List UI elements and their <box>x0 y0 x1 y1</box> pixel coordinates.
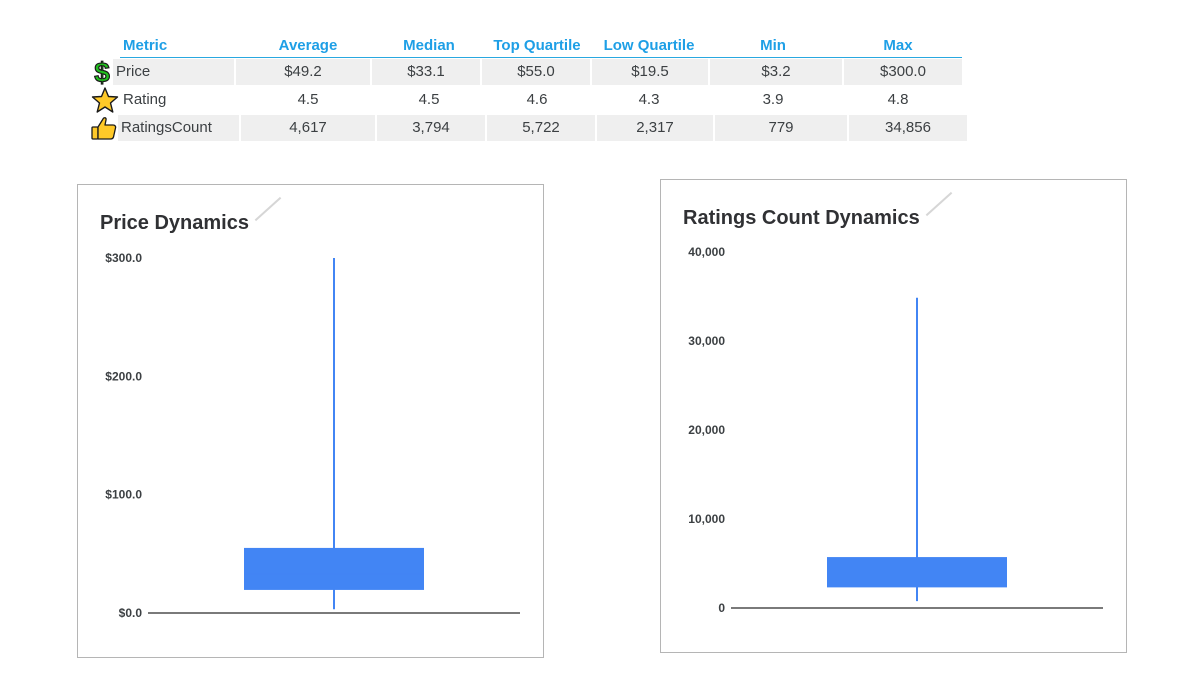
y-tick-label: 30,000 <box>688 334 725 348</box>
metric-name: RatingsCount <box>118 115 239 141</box>
y-tick-label: $200.0 <box>105 369 142 383</box>
chart-title: Ratings Count Dynamics <box>683 191 953 230</box>
table-cell: 4.3 <box>638 91 660 108</box>
table-cell: 3,794 <box>375 115 485 141</box>
star-icon <box>90 86 120 114</box>
dollar-icon: $ <box>90 58 113 86</box>
table-cell: $19.5 <box>590 59 708 85</box>
y-tick-label: 10,000 <box>688 512 725 526</box>
table-cell: $55.0 <box>480 59 590 85</box>
table-cell: 2,317 <box>595 115 713 141</box>
chart-title: Price Dynamics <box>100 196 282 235</box>
table-row: $ Price $49.2 $33.1 $55.0 $19.5 $3.2 $30… <box>90 58 962 86</box>
y-tick-label: 20,000 <box>688 423 725 437</box>
table-cell: 779 <box>713 115 847 141</box>
table-row: RatingsCount 4,617 3,794 5,722 2,317 779… <box>90 114 967 142</box>
y-tick-label: $100.0 <box>105 488 142 502</box>
header-top-quartile: Top Quartile <box>493 36 581 54</box>
y-tick-label: 0 <box>718 601 725 615</box>
quartile-box <box>244 547 424 590</box>
svg-text:$: $ <box>94 58 110 86</box>
table-row: Rating 4.5 4.5 4.6 4.3 3.9 4.8 <box>90 86 962 114</box>
table-cell: $300.0 <box>842 59 962 85</box>
chart-title-text: Ratings Count Dynamics <box>683 207 920 229</box>
table-cell: $3.2 <box>708 59 842 85</box>
price-box-plot: $0.0 $100.0 $200.0 $300.0 <box>105 251 520 620</box>
table-cell: $33.1 <box>370 59 480 85</box>
y-tick-label: 40,000 <box>688 245 725 259</box>
metric-name: Price <box>113 59 234 85</box>
table-cell: 4.6 <box>526 91 548 108</box>
chart-title-text: Price Dynamics <box>100 212 249 234</box>
header-median: Median <box>403 36 455 54</box>
metrics-table: Metric Average Median Top Quartile Low Q… <box>90 33 967 142</box>
y-tick-label: $0.0 <box>119 606 143 620</box>
header-average: Average <box>278 36 338 54</box>
table-cell: 5,722 <box>485 115 595 141</box>
table-header-row: Metric Average Median Top Quartile Low Q… <box>120 33 962 58</box>
table-cell: 4.8 <box>887 91 909 108</box>
table-cell: 4.5 <box>297 91 319 108</box>
header-min: Min <box>760 36 786 54</box>
table-cell: 34,856 <box>847 115 967 141</box>
header-max: Max <box>883 36 913 54</box>
thumbs-up-icon <box>90 114 118 142</box>
header-metric: Metric <box>123 36 168 54</box>
ratings-count-box-plot: 0 10,000 20,000 30,000 40,000 <box>688 245 1103 615</box>
y-tick-label: $300.0 <box>105 251 142 265</box>
header-low-quartile: Low Quartile <box>603 36 695 54</box>
metric-name: Rating <box>123 91 167 108</box>
quartile-box <box>827 557 1007 588</box>
table-cell: 4,617 <box>239 115 375 141</box>
price-chart-card: Price Dynamics $0.0 $100.0 $200.0 $300.0 <box>77 184 544 658</box>
table-cell: $49.2 <box>234 59 370 85</box>
ratings-count-chart-card: Ratings Count Dynamics 0 10,000 20,000 30,0… <box>660 179 1127 653</box>
table-cell: 3.9 <box>762 91 784 108</box>
table-cell: 4.5 <box>418 91 440 108</box>
